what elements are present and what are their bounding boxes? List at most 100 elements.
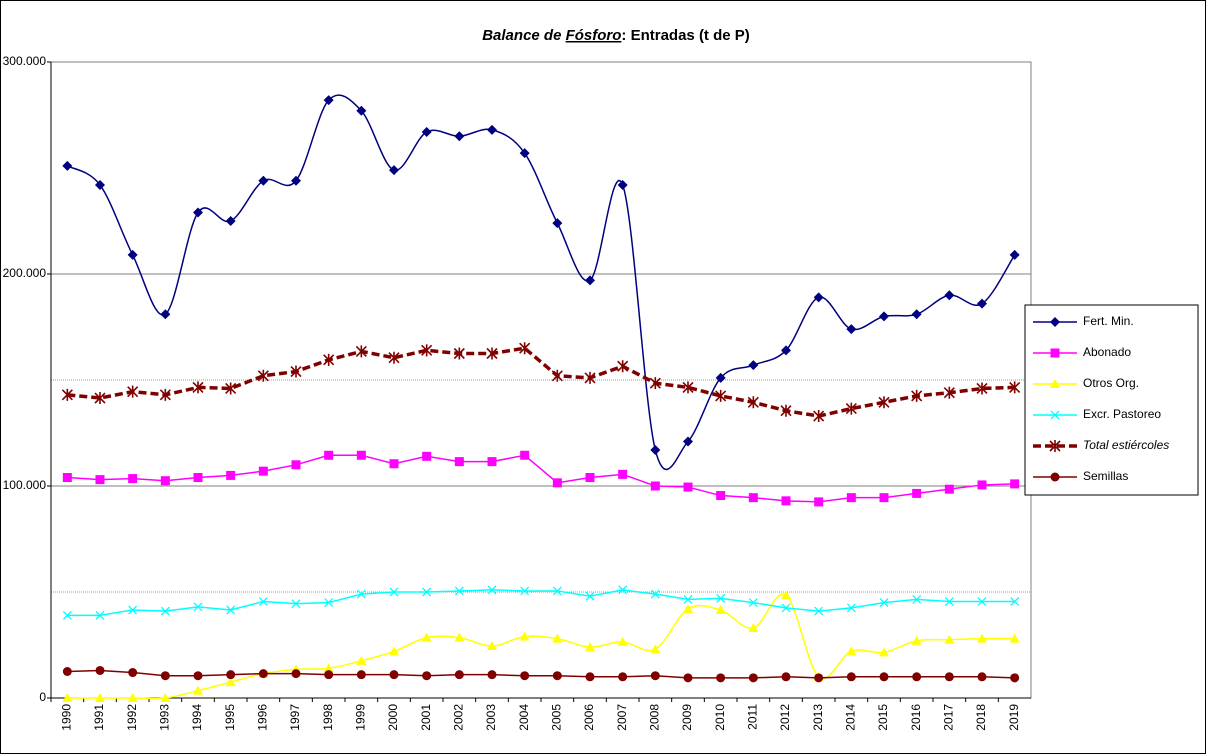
marker [748, 623, 759, 633]
marker [813, 292, 824, 303]
marker [552, 478, 562, 488]
marker [291, 669, 301, 679]
marker [682, 381, 694, 394]
marker [62, 693, 73, 702]
marker [781, 345, 791, 356]
marker [683, 436, 693, 447]
marker [520, 671, 530, 681]
marker [878, 396, 890, 409]
x-tick-label: 1992 [125, 704, 139, 731]
legend-marker [1050, 410, 1060, 420]
marker [845, 402, 857, 415]
x-tick-label: 2001 [419, 704, 433, 731]
marker [61, 388, 73, 401]
marker [977, 633, 987, 643]
marker [291, 599, 301, 609]
marker [715, 372, 726, 383]
marker [1010, 479, 1020, 489]
y-tick-label: 0 [39, 690, 46, 704]
marker [813, 410, 825, 423]
marker [324, 598, 334, 608]
marker [160, 671, 170, 681]
x-tick-label: 2002 [452, 704, 466, 731]
marker [226, 470, 236, 480]
marker [683, 594, 693, 604]
marker [977, 298, 987, 309]
marker [486, 347, 498, 360]
marker [323, 95, 334, 106]
marker [912, 594, 922, 604]
marker [323, 353, 335, 366]
marker [95, 665, 105, 675]
marker [159, 388, 171, 401]
marker [193, 602, 203, 612]
marker [846, 603, 856, 613]
marker [879, 598, 889, 608]
marker [421, 126, 432, 137]
marker [715, 389, 727, 402]
marker [62, 473, 72, 483]
marker [355, 345, 367, 358]
marker [520, 586, 530, 596]
marker [683, 603, 693, 613]
marker [389, 646, 399, 656]
marker [747, 396, 759, 409]
marker [748, 598, 758, 608]
marker [814, 606, 824, 616]
marker [781, 496, 791, 506]
marker [716, 593, 726, 603]
marker [814, 497, 824, 507]
marker [552, 586, 562, 596]
marker [1010, 597, 1020, 606]
x-tick-label: 2005 [550, 704, 564, 731]
marker [324, 450, 334, 460]
marker [95, 475, 105, 485]
marker [912, 488, 922, 498]
marker [454, 586, 464, 596]
marker [422, 587, 432, 597]
x-tick-label: 2019 [1007, 704, 1021, 731]
marker [649, 377, 661, 390]
x-tick-label: 2009 [680, 704, 694, 731]
marker [127, 249, 138, 260]
x-tick-label: 2000 [386, 704, 400, 731]
marker [454, 131, 465, 142]
marker [585, 591, 595, 601]
marker [846, 324, 857, 335]
x-tick-label: 2012 [778, 704, 792, 731]
series-line [67, 669, 1015, 679]
marker [943, 386, 955, 399]
marker [1009, 381, 1021, 394]
marker [258, 175, 269, 186]
x-tick-label: 2010 [713, 704, 727, 731]
series-line [67, 589, 1015, 617]
marker [62, 160, 73, 171]
marker [650, 481, 660, 491]
marker [1009, 633, 1020, 643]
marker [454, 632, 465, 642]
marker [552, 218, 563, 229]
marker [421, 632, 432, 642]
series-line [67, 454, 1015, 503]
marker [976, 382, 988, 395]
marker [977, 672, 987, 682]
marker [160, 476, 170, 486]
x-tick-label: 1994 [190, 704, 204, 731]
marker [95, 693, 105, 702]
marker [781, 603, 791, 613]
marker [617, 360, 629, 373]
x-tick-label: 2006 [582, 704, 596, 731]
marker [911, 389, 923, 402]
marker [846, 646, 857, 656]
marker [454, 457, 464, 467]
marker [193, 473, 203, 483]
series-line [67, 346, 1015, 418]
x-tick-label: 2004 [517, 704, 531, 731]
marker [585, 672, 595, 682]
legend-marker [1049, 440, 1061, 452]
x-tick-label: 1993 [158, 704, 172, 731]
marker [193, 207, 203, 218]
x-tick-label: 1999 [354, 704, 368, 731]
